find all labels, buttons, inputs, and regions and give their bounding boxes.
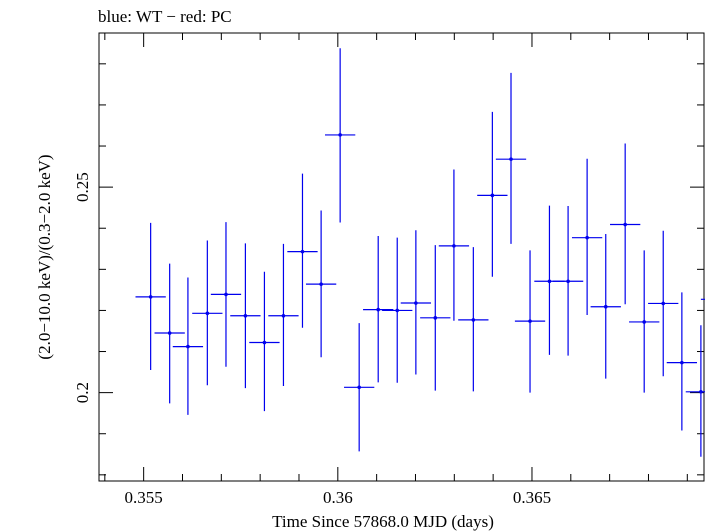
point-marker: [224, 292, 228, 297]
data-point: [458, 247, 489, 392]
data-point: [514, 250, 546, 393]
point-marker: [566, 279, 570, 284]
point-marker: [680, 360, 684, 365]
point-marker: [509, 157, 513, 161]
point-marker: [623, 222, 627, 227]
data-point: [230, 243, 261, 389]
data-point: [648, 230, 679, 377]
point-marker: [186, 344, 190, 349]
point-marker: [547, 279, 552, 284]
point-marker: [357, 385, 361, 390]
point-marker: [319, 282, 323, 286]
x-axis-label: Time Since 57868.0 MJD (days): [272, 512, 494, 531]
data-point: [400, 230, 432, 375]
point-marker: [300, 249, 305, 254]
point-marker: [262, 340, 267, 345]
point-marker: [205, 311, 210, 316]
data-point: [305, 210, 337, 358]
data-point: [685, 325, 705, 457]
point-marker: [528, 319, 532, 323]
data-point: [287, 173, 318, 328]
x-tick-label: 0.36: [323, 488, 353, 507]
point-marker: [414, 301, 418, 305]
point-marker: [471, 318, 476, 322]
point-marker: [661, 301, 666, 306]
data-point: [363, 236, 394, 383]
point-marker: [338, 133, 342, 137]
chart-title: blue: WT − red: PC: [98, 7, 232, 26]
y-axis-label: (2.0−10.0 keV)/(0.3−2.0 keV): [35, 154, 54, 359]
point-marker: [433, 316, 438, 320]
x-tick-label: 0.355: [125, 488, 163, 507]
y-tick-label: 0.25: [73, 172, 92, 202]
data-point: [534, 205, 565, 355]
data-point: [571, 158, 603, 315]
data-point: [438, 169, 470, 321]
data-point: [249, 271, 280, 412]
data-point: [172, 277, 204, 415]
data-point: [382, 237, 413, 383]
y-tick-label: 0.2: [73, 382, 92, 403]
point-marker: [603, 304, 608, 309]
point-marker: [243, 313, 248, 318]
point-marker: [376, 307, 381, 312]
data-point: [192, 240, 223, 386]
point-marker: [699, 390, 703, 394]
axis-tick-labels: 0.355 0.36 0.365 0.2 0.25: [73, 172, 551, 507]
point-marker: [281, 313, 286, 318]
data-point: [420, 245, 451, 391]
data-point: [477, 111, 508, 277]
data-point: [344, 323, 375, 452]
data-point: [610, 143, 641, 305]
point-marker: [148, 295, 153, 299]
data-point: [495, 72, 527, 244]
data-point: [135, 222, 166, 371]
data-point: [154, 263, 185, 404]
x-tick-label: 0.365: [513, 488, 551, 507]
point-marker: [642, 320, 646, 324]
data-point: [590, 233, 621, 379]
data-points: [135, 48, 705, 457]
point-marker: [452, 244, 456, 248]
point-marker: [490, 193, 495, 198]
data-point: [629, 250, 660, 393]
data-point: [210, 222, 242, 367]
point-marker: [167, 331, 172, 335]
point-marker: [395, 308, 400, 313]
data-point: [268, 243, 299, 387]
plot-frame: [98, 32, 705, 482]
axis-ticks: [99, 33, 704, 481]
data-point: [666, 292, 698, 431]
data-point: [325, 48, 356, 223]
data-point: [552, 206, 584, 356]
point-marker: [585, 235, 589, 240]
